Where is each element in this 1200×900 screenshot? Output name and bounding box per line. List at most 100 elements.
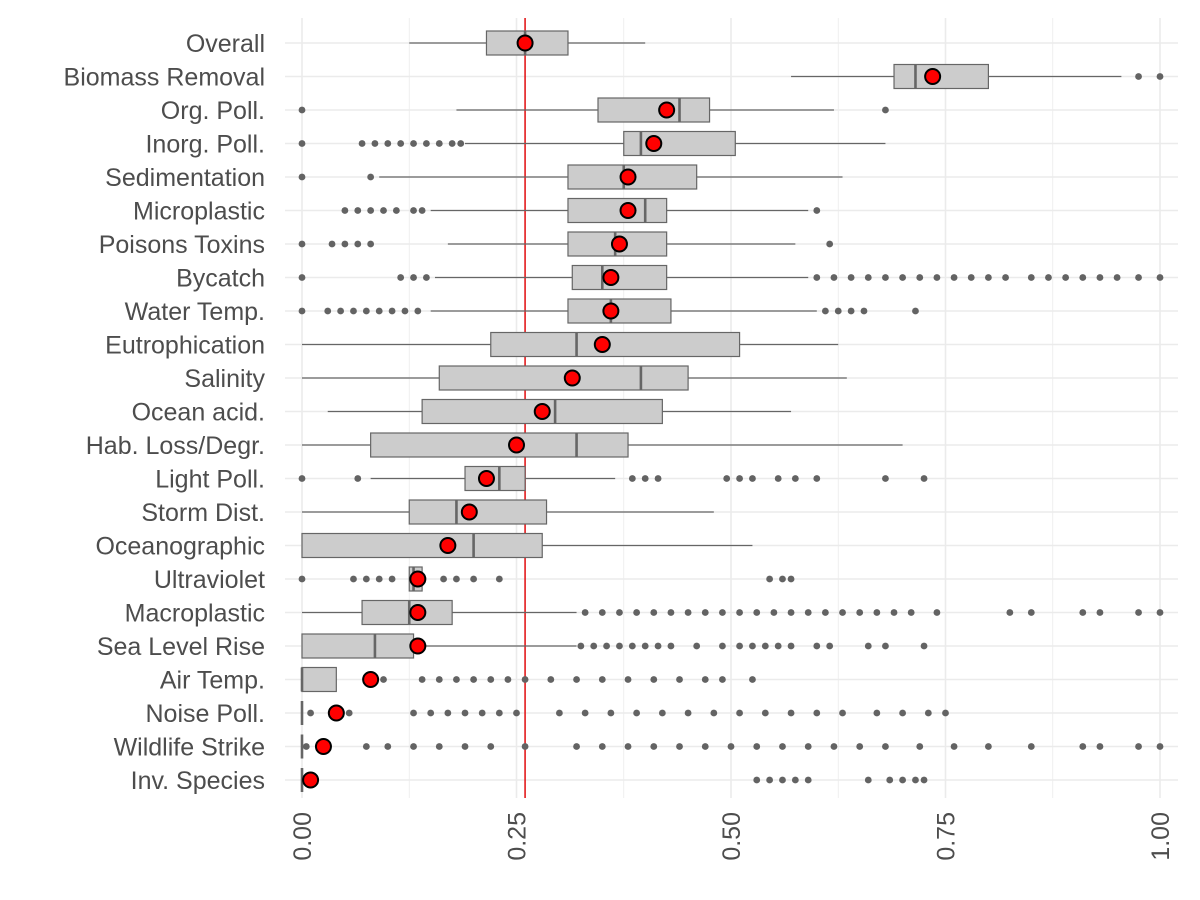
outlier-point: [487, 743, 495, 750]
outlier-point: [375, 307, 383, 315]
box-group: [791, 63, 1164, 90]
mean-point: [302, 771, 320, 789]
outlier-point: [388, 575, 396, 583]
outlier-point: [410, 709, 417, 717]
box-iqr: [893, 63, 990, 90]
outlier-point: [1135, 609, 1142, 616]
outlier-point: [1135, 73, 1142, 80]
category-label: Biomass Removal: [64, 64, 265, 92]
category-label: Oceanographic: [95, 533, 265, 561]
outlier-point: [1006, 609, 1014, 616]
outlier-point: [384, 743, 392, 750]
outlier-point: [1135, 743, 1142, 750]
mean-point: [362, 671, 380, 688]
outlier-point: [693, 642, 701, 650]
outlier-point: [461, 709, 469, 717]
outlier-point: [435, 676, 443, 683]
mean-point: [460, 503, 478, 521]
outlier-point: [924, 709, 932, 717]
outlier-point: [362, 575, 370, 583]
outlier-point: [933, 609, 941, 616]
box-iqr: [438, 365, 689, 391]
box-group: [300, 734, 1164, 759]
mean-point: [516, 34, 534, 52]
box-group: [302, 365, 847, 391]
outlier-point: [1096, 609, 1104, 616]
outlier-point: [573, 676, 580, 683]
outlier-point: [598, 676, 606, 683]
outlier-point: [633, 609, 641, 616]
outlier-point: [719, 609, 726, 616]
outlier-point: [753, 609, 761, 616]
outlier-point: [899, 776, 906, 784]
mean-point: [924, 68, 942, 85]
outlier-point: [684, 709, 692, 717]
outlier-point: [341, 240, 349, 248]
outlier-point: [607, 709, 615, 717]
box-iqr: [567, 298, 672, 324]
outlier-point: [770, 609, 778, 616]
box-group: [302, 331, 839, 358]
outlier-point: [521, 743, 529, 750]
outlier-point: [1113, 274, 1121, 281]
outlier-point: [461, 743, 469, 750]
category-label: Microplastic: [133, 198, 265, 226]
outlier-point: [830, 743, 838, 750]
mean-point: [593, 336, 611, 353]
category-label: Eutrophication: [105, 332, 265, 360]
outlier-point: [791, 776, 799, 784]
outlier-point: [749, 475, 756, 482]
outlier-point: [650, 676, 658, 683]
outlier-point: [804, 743, 812, 750]
box-group: [298, 130, 886, 157]
outlier-point: [418, 207, 426, 214]
outlier-point: [727, 743, 735, 750]
outlier-point: [950, 274, 958, 281]
outlier-point: [985, 743, 992, 750]
outlier-point: [813, 475, 821, 482]
outlier-point: [1156, 743, 1164, 750]
outlier-point: [367, 173, 375, 181]
outlier-point: [298, 240, 306, 248]
mean-point: [610, 235, 628, 253]
outlier-point: [598, 609, 606, 616]
outlier-point: [719, 642, 726, 650]
outlier-point: [787, 642, 795, 650]
box-group: [298, 264, 1164, 291]
outlier-point: [821, 307, 829, 315]
outlier-point: [916, 274, 924, 281]
outlier-point: [882, 642, 889, 650]
mean-point: [508, 436, 525, 454]
outlier-point: [821, 609, 829, 616]
category-label: Light Poll.: [155, 466, 265, 494]
outlier-point: [350, 307, 357, 315]
category-label: Noise Poll.: [146, 700, 266, 728]
outlier-point: [650, 609, 658, 616]
outlier-point: [590, 642, 598, 650]
outlier-point: [847, 274, 855, 281]
outlier-point: [985, 274, 992, 281]
outlier-point: [298, 140, 306, 147]
category-label: Inv. Species: [131, 767, 265, 795]
category-labels: Overall Biomass Removal Org. Poll. Inorg. P…: [64, 30, 266, 795]
box-iqr: [567, 197, 668, 224]
outlier-point: [298, 575, 306, 583]
outlier-point: [779, 575, 786, 583]
outlier-point: [380, 676, 387, 683]
outlier-point: [453, 676, 460, 683]
outlier-point: [581, 709, 589, 717]
outlier-point: [787, 575, 795, 583]
box-group: [298, 97, 889, 123]
category-label: Water Temp.: [125, 298, 265, 326]
outlier-point: [654, 475, 662, 482]
mean-point: [409, 570, 427, 588]
category-label: Macroplastic: [125, 600, 265, 628]
mean-point: [409, 604, 427, 621]
outlier-point: [920, 776, 928, 784]
outlier-point: [774, 642, 782, 650]
outlier-point: [358, 140, 366, 147]
category-label: Sea Level Rise: [97, 633, 265, 661]
x-tick-label: 0.75: [933, 812, 961, 861]
outlier-point: [1062, 274, 1070, 281]
x-tick-label: 1.00: [1147, 812, 1175, 861]
